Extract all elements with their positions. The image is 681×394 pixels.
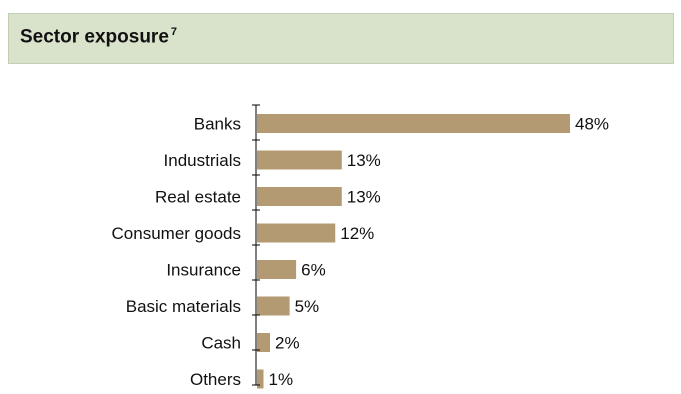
footnote-marker: 7	[170, 26, 178, 38]
data-label: 5%	[295, 297, 320, 316]
category-label: Basic materials	[126, 297, 241, 316]
bar	[257, 296, 290, 316]
category-label: Others	[190, 370, 241, 389]
chart-title-text: Sector exposure	[20, 26, 169, 48]
category-label: Industrials	[164, 151, 241, 170]
category-label: Real estate	[155, 188, 241, 207]
data-label: 12%	[340, 224, 374, 243]
bar	[257, 260, 297, 279]
bar	[257, 187, 342, 206]
category-label: Cash	[201, 334, 241, 353]
data-label: 6%	[301, 261, 326, 280]
bar	[257, 114, 570, 133]
data-label: 1%	[269, 370, 294, 389]
category-label: Banks	[194, 115, 241, 134]
bar	[257, 223, 336, 243]
data-label: 13%	[347, 151, 381, 170]
chart-title: Sector exposure 7	[20, 26, 177, 48]
data-label: 13%	[347, 188, 381, 207]
category-label: Insurance	[166, 261, 241, 280]
bar	[257, 333, 271, 352]
data-label: 2%	[275, 334, 300, 353]
category-label: Consumer goods	[112, 224, 241, 243]
chart-header: Sector exposure 7	[8, 13, 674, 64]
bar	[257, 150, 342, 170]
bar	[257, 369, 264, 389]
data-label: 48%	[575, 115, 609, 134]
